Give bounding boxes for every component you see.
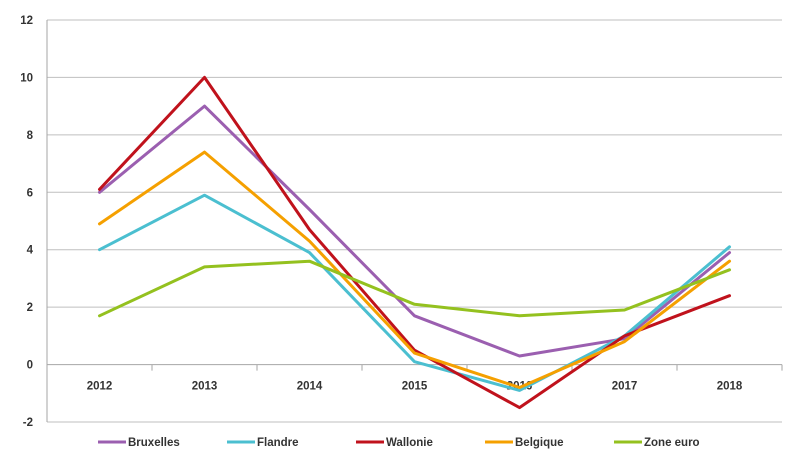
series-line-belgique: [98, 150, 731, 389]
x-tick-label: 2012: [87, 381, 113, 393]
x-tick-label: 2018: [717, 381, 743, 393]
y-tick-label: 0: [27, 360, 33, 372]
y-tick-label: 4: [27, 245, 34, 257]
x-tick-label: 2014: [297, 381, 323, 393]
legend-label: Zone euro: [644, 437, 700, 449]
legend-label: Belgique: [515, 437, 564, 449]
series-line-wallonie: [98, 75, 731, 410]
series-lines: [98, 75, 731, 410]
series-line-zone-euro: [98, 259, 731, 318]
legend-label: Bruxelles: [128, 437, 180, 449]
x-tick-label: 2013: [192, 381, 218, 393]
y-tick-label: 12: [20, 15, 33, 27]
series-line-flandre: [98, 193, 731, 392]
y-tick-label: 10: [20, 72, 33, 84]
y-tick-label: -2: [23, 417, 33, 429]
series-line-bruxelles: [98, 104, 731, 358]
legend: Bruxelles Flandre Wallonie Belgique Zone eur…: [98, 437, 700, 449]
x-tick-label: 2015: [402, 381, 428, 393]
legend-label: Flandre: [257, 437, 299, 449]
y-tick-label: 8: [27, 130, 34, 142]
y-tick-label: 2: [27, 302, 33, 314]
legend-label: Wallonie: [386, 437, 433, 449]
y-tick-label: 6: [27, 187, 33, 199]
x-tick-label: 2017: [612, 381, 638, 393]
